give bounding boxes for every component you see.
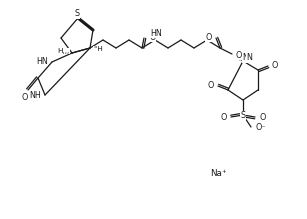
Text: N: N [242, 53, 248, 62]
Text: O: O [272, 60, 278, 69]
Text: O: O [235, 51, 241, 60]
Text: S: S [240, 111, 246, 120]
Text: O⁻: O⁻ [255, 124, 266, 132]
Text: S: S [74, 9, 80, 18]
Text: NH: NH [29, 92, 41, 101]
Text: O: O [149, 32, 155, 41]
Text: O: O [206, 32, 212, 41]
Text: O: O [259, 113, 265, 122]
Text: O: O [22, 93, 28, 102]
Text: Na⁺: Na⁺ [210, 168, 226, 178]
Text: O: O [221, 113, 227, 122]
Text: N: N [246, 53, 252, 62]
Text: HN: HN [150, 29, 162, 38]
Text: O: O [208, 81, 214, 90]
Text: HN: HN [36, 57, 48, 65]
Text: ''H: ''H [93, 46, 103, 52]
Text: H,,,: H,,, [58, 48, 70, 54]
